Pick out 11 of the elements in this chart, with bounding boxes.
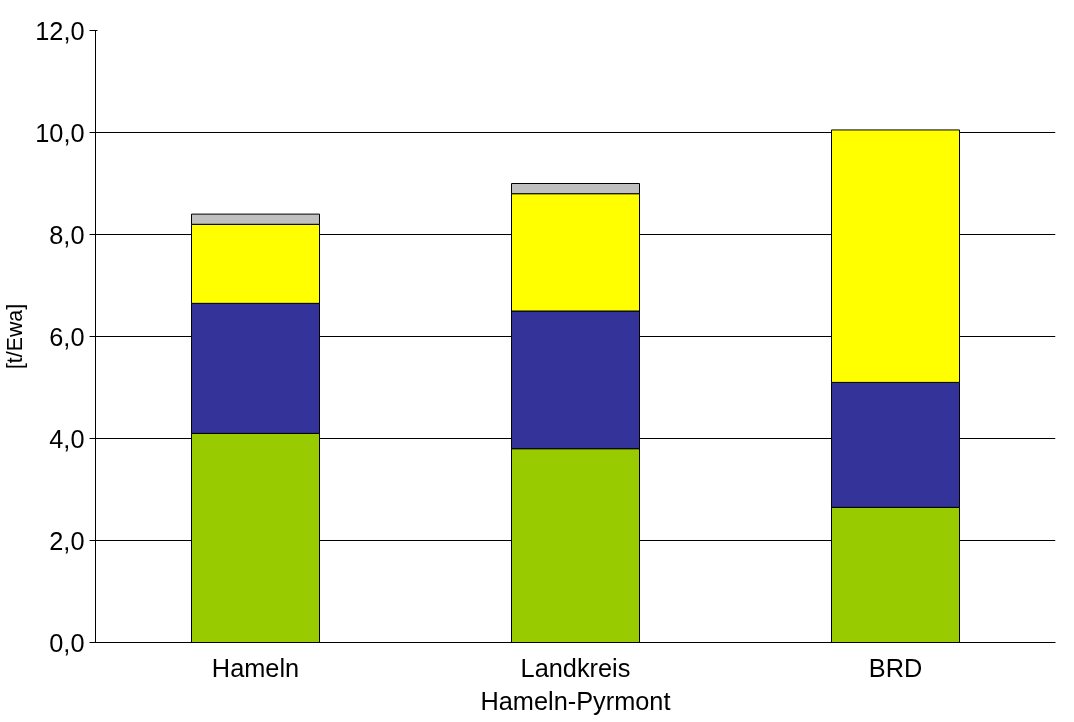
y-tick-label: 10,0 bbox=[35, 118, 85, 147]
x-tick-label: Hameln bbox=[211, 653, 300, 682]
y-tick-label: 4,0 bbox=[49, 424, 85, 453]
y-tick-label: 8,0 bbox=[49, 220, 85, 249]
x-tick-label: Landkreis Hameln-Pyrmont bbox=[480, 653, 671, 716]
y-axis-title: [t/Ewa] bbox=[3, 303, 28, 370]
y-tick-label: 0,0 bbox=[49, 628, 85, 657]
y-tick-label: 2,0 bbox=[49, 526, 85, 555]
y-tick-label: 12,0 bbox=[35, 16, 85, 45]
x-tick-label: BRD bbox=[868, 653, 923, 682]
y-tick-label: 6,0 bbox=[49, 322, 85, 351]
